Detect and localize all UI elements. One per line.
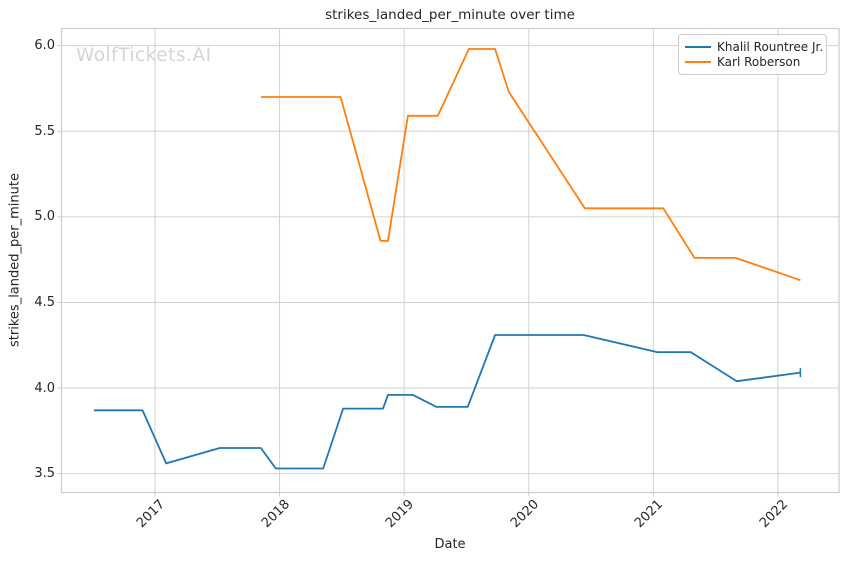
chart-title: strikes_landed_per_minute over time bbox=[325, 7, 575, 23]
legend-label-khalil-rountree: Khalil Rountree Jr. bbox=[717, 40, 824, 55]
y-tick-label-4.0: 4.0 bbox=[34, 380, 55, 396]
watermark: WolfTickets.AI bbox=[76, 45, 212, 66]
x-axis-label: Date bbox=[434, 537, 466, 552]
y-tick-label-6.0: 6.0 bbox=[34, 38, 55, 54]
legend-label-karl-roberson: Karl Roberson bbox=[717, 54, 801, 69]
series-line-khalil-rountree-jr bbox=[93, 334, 801, 470]
legend-item-khalil-rountree: Khalil Rountree Jr. bbox=[685, 40, 824, 55]
legend: Khalil Rountree Jr. Karl Roberson bbox=[678, 34, 827, 75]
legend-item-karl-roberson: Karl Roberson bbox=[685, 55, 820, 70]
legend-line-swatch-blue bbox=[685, 46, 711, 49]
y-tick-label-4.5: 4.5 bbox=[34, 294, 55, 310]
y-tick-label-5.0: 5.0 bbox=[34, 209, 55, 225]
legend-line-swatch-orange bbox=[685, 60, 711, 63]
series-line-karl-roberson bbox=[260, 48, 801, 282]
y-tick-label-5.5: 5.5 bbox=[34, 123, 55, 139]
y-tick-label-3.5: 3.5 bbox=[34, 466, 55, 482]
plot-border bbox=[60, 27, 840, 494]
